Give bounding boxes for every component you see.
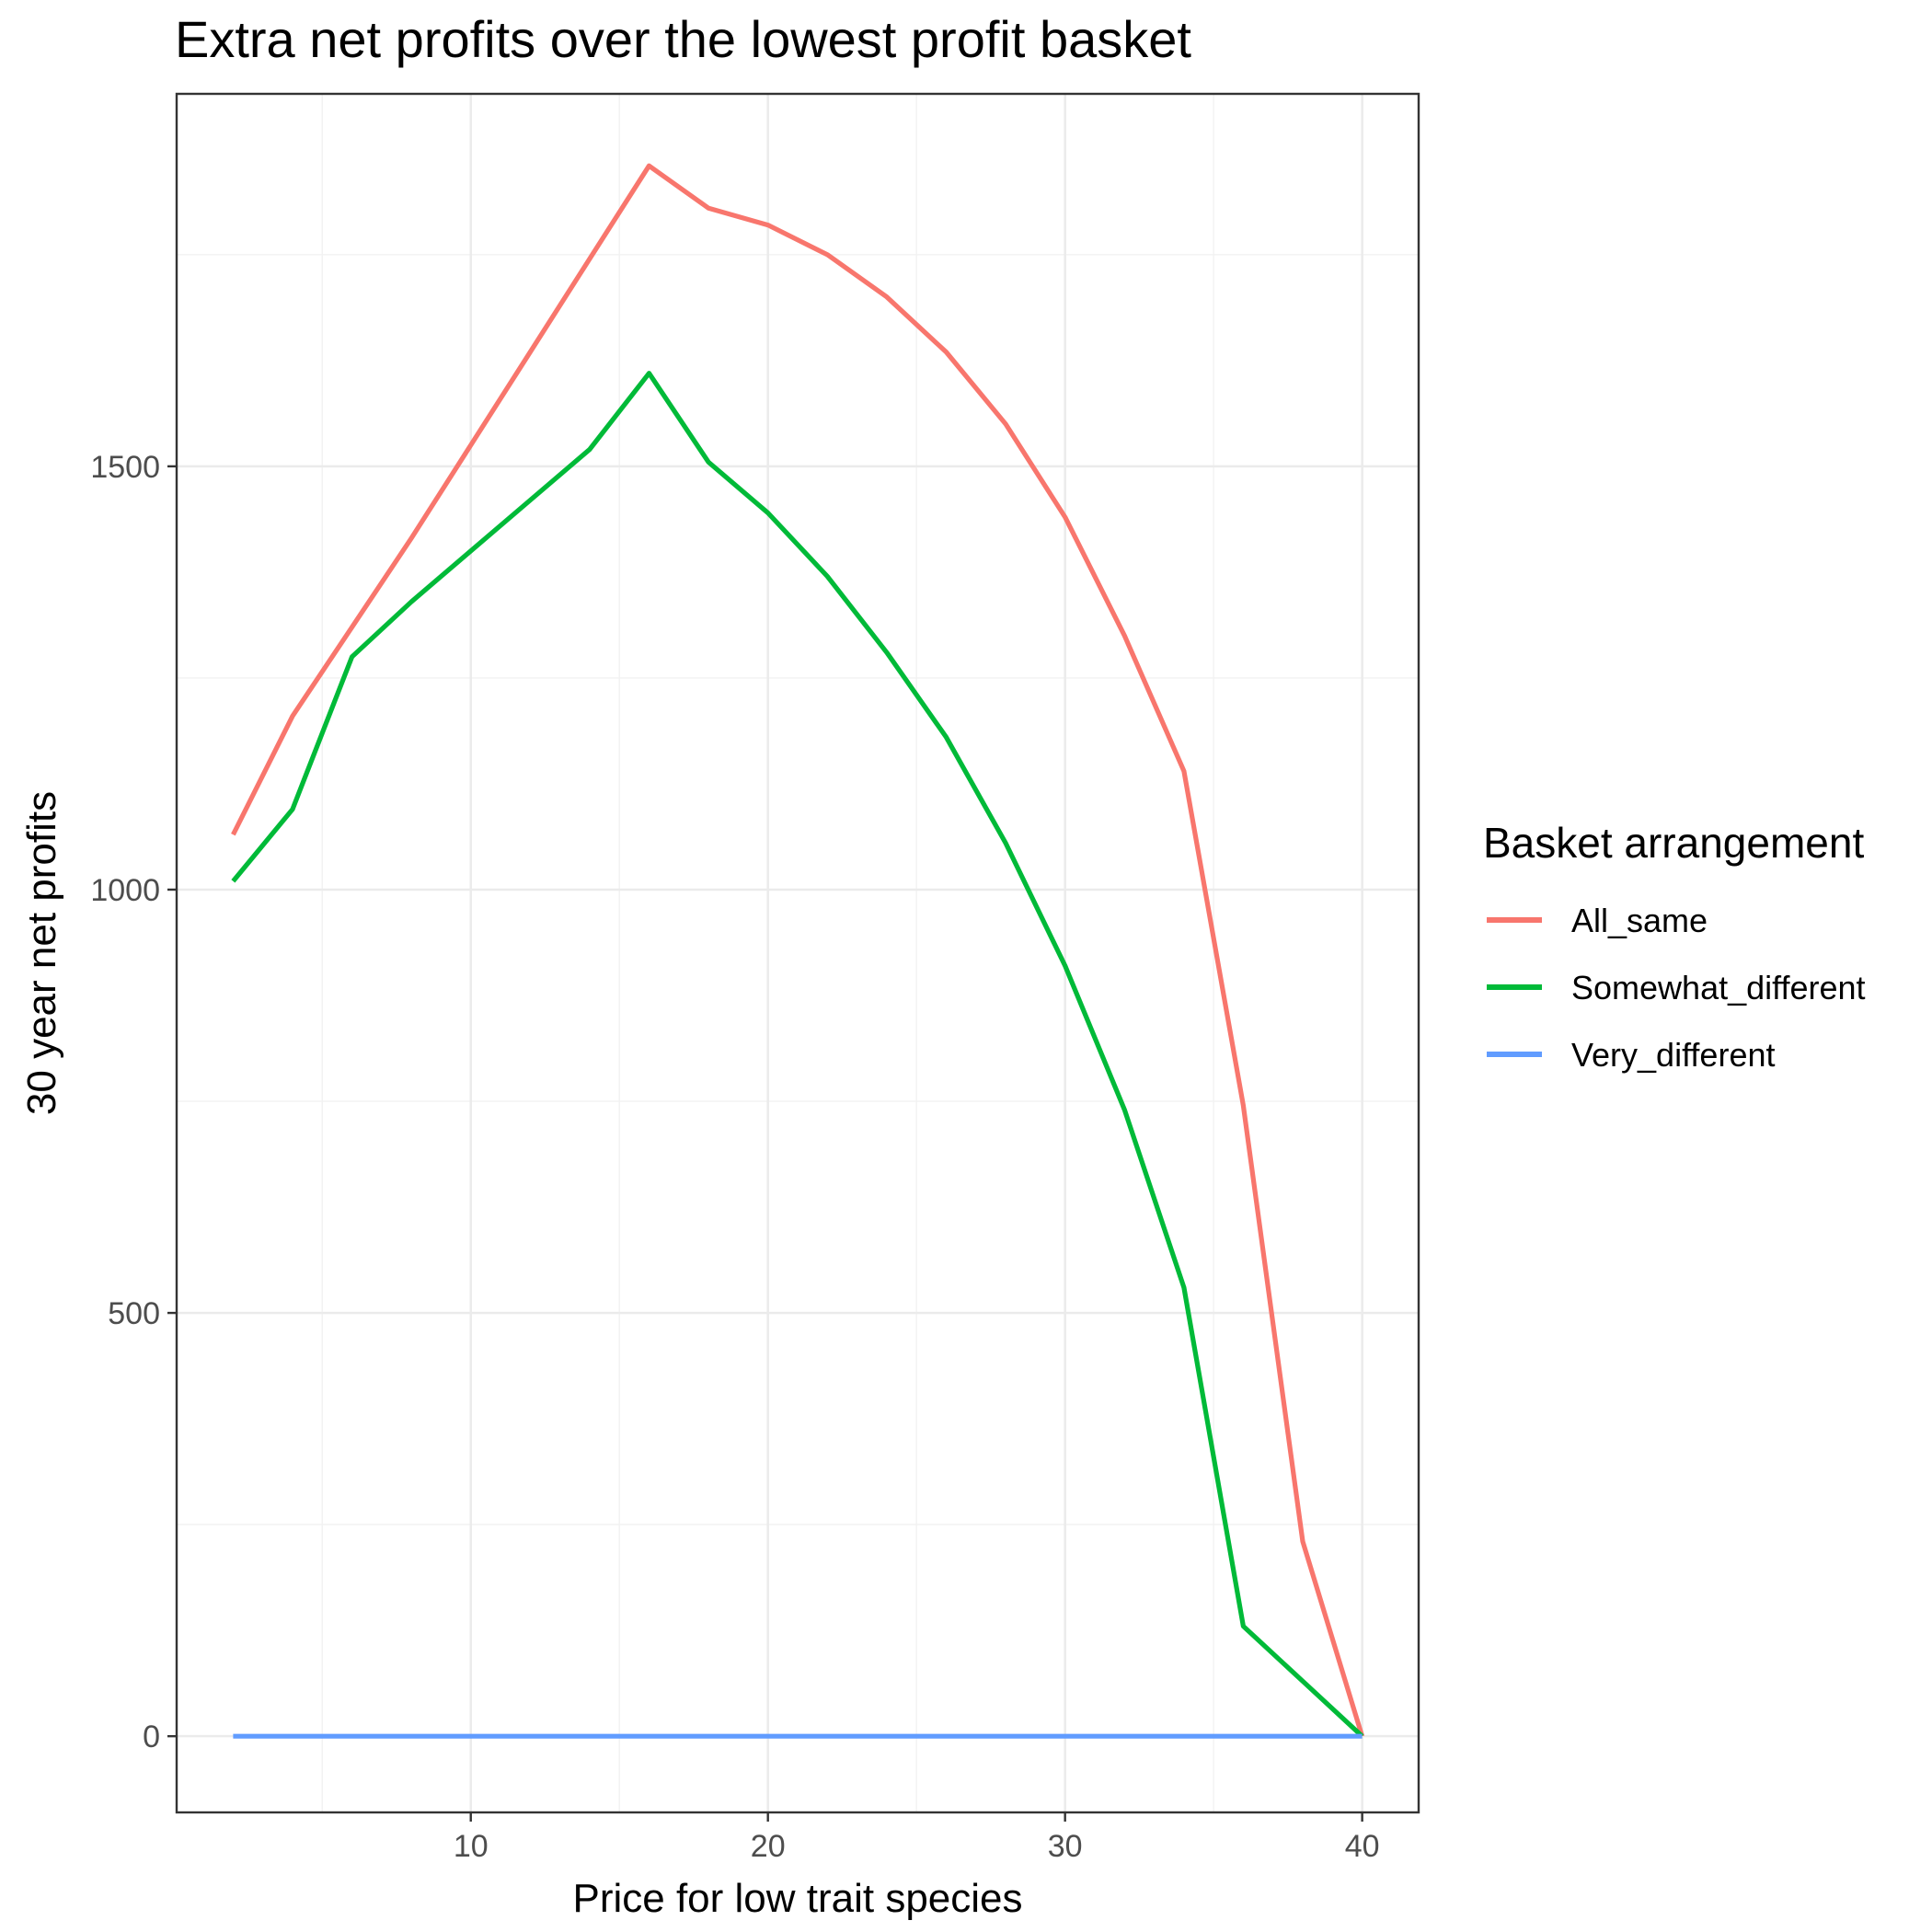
- series-line-all-same: [231, 163, 1365, 1737]
- y-axis-title: 30 year net profits: [19, 791, 64, 1115]
- series-lines: [231, 163, 1365, 1739]
- legend: Basket arrangement All_same Somewhat_diff…: [1483, 819, 1866, 1074]
- chart-title: Extra net profits over the lowest profit…: [175, 10, 1191, 68]
- x-tick-label: 10: [454, 1829, 489, 1864]
- series-line-somewhat-different: [231, 371, 1364, 1739]
- legend-label-very-different: Very_different: [1571, 1036, 1775, 1074]
- y-tick-label: 1500: [90, 450, 160, 485]
- y-tick-label: 1000: [90, 873, 160, 908]
- legend-label-somewhat-different: Somewhat_different: [1571, 969, 1866, 1006]
- legend-label-all-same: All_same: [1571, 902, 1708, 939]
- axes: 10 20 30 40 0 500 1000 1500: [90, 450, 1379, 1864]
- legend-title: Basket arrangement: [1483, 819, 1864, 867]
- y-tick-label: 0: [143, 1719, 160, 1754]
- x-tick-label: 20: [751, 1829, 786, 1864]
- x-tick-label: 30: [1048, 1829, 1083, 1864]
- x-axis-title: Price for low trait species: [572, 1876, 1022, 1921]
- y-tick-label: 500: [108, 1296, 160, 1331]
- plot-panel-border: [175, 92, 1420, 1814]
- x-tick-label: 40: [1345, 1829, 1380, 1864]
